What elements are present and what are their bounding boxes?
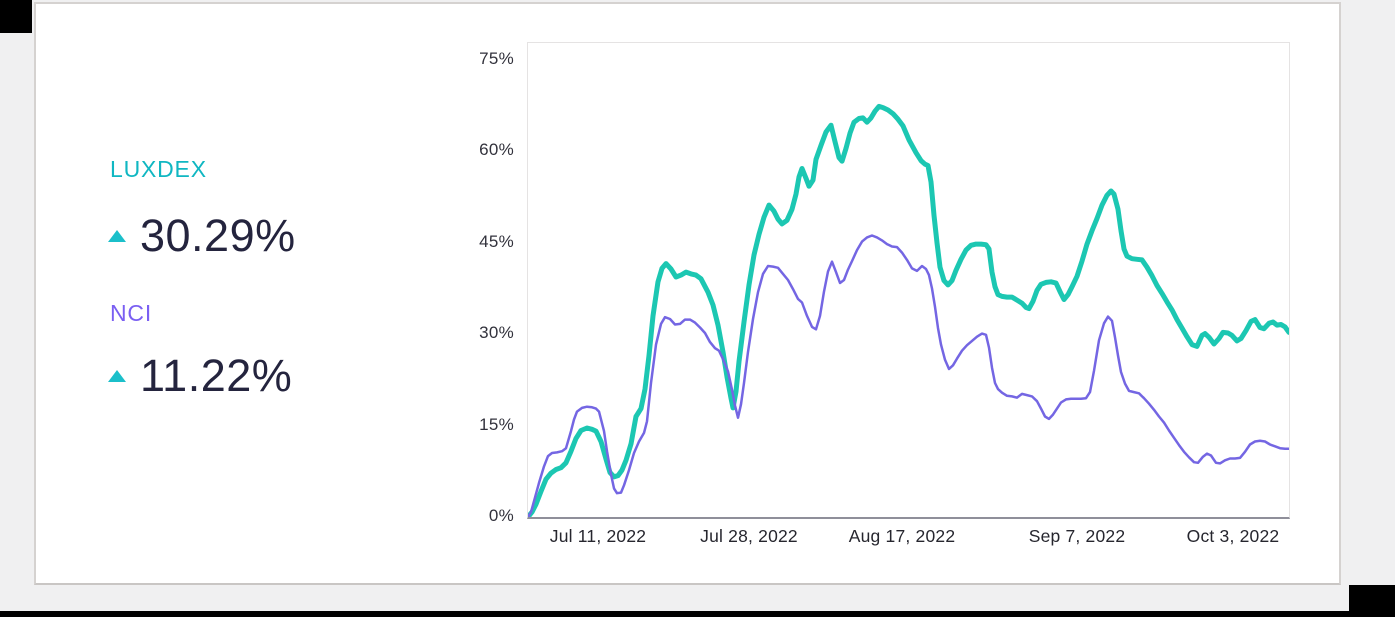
- y-axis-labels: 75% 60% 45% 30% 15% 0%: [428, 42, 514, 525]
- screen-corner-top-left: [0, 0, 32, 33]
- metric-value-luxdex: 30.29%: [140, 210, 296, 261]
- y-tick-label: 75%: [479, 49, 514, 69]
- series-label-nci: NCI: [110, 300, 153, 326]
- metric-row-luxdex: 30.29%: [108, 212, 296, 259]
- chart-svg: [528, 103, 1289, 517]
- metric-value-nci: 11.22%: [140, 350, 293, 401]
- y-tick-label: 60%: [479, 140, 514, 160]
- screen-bottom-strip: [0, 611, 1395, 617]
- chart-plot-area[interactable]: [527, 42, 1290, 519]
- x-tick-label: Jul 11, 2022: [549, 526, 647, 546]
- y-tick-label: 0%: [488, 506, 514, 525]
- up-triangle-icon: [108, 369, 126, 382]
- x-tick-label: Oct 3, 2022: [1186, 526, 1280, 546]
- x-axis-labels: Jul 11, 2022 Jul 28, 2022 Aug 17, 2022 Sep …: [527, 526, 1288, 552]
- x-tick-label: Jul 28, 2022: [700, 526, 798, 546]
- x-tick-label: Sep 7, 2022: [1028, 526, 1126, 546]
- y-tick-label: 30%: [479, 323, 514, 343]
- series-line-luxdex: [528, 103, 1289, 517]
- y-tick-label: 45%: [479, 231, 514, 251]
- screen-corner-bottom-right: [1349, 585, 1395, 617]
- x-tick-label: Aug 17, 2022: [848, 526, 956, 546]
- chart-widget-card: LUXDEX 30.29% NCI 11.22% 75% 60% 45% 30% 15%…: [34, 2, 1341, 585]
- up-triangle-icon: [108, 229, 126, 242]
- series-label-luxdex: LUXDEX: [110, 156, 207, 182]
- metric-row-nci: 11.22%: [108, 352, 292, 399]
- y-tick-label: 15%: [479, 414, 514, 434]
- series-line-nci: [528, 234, 1289, 517]
